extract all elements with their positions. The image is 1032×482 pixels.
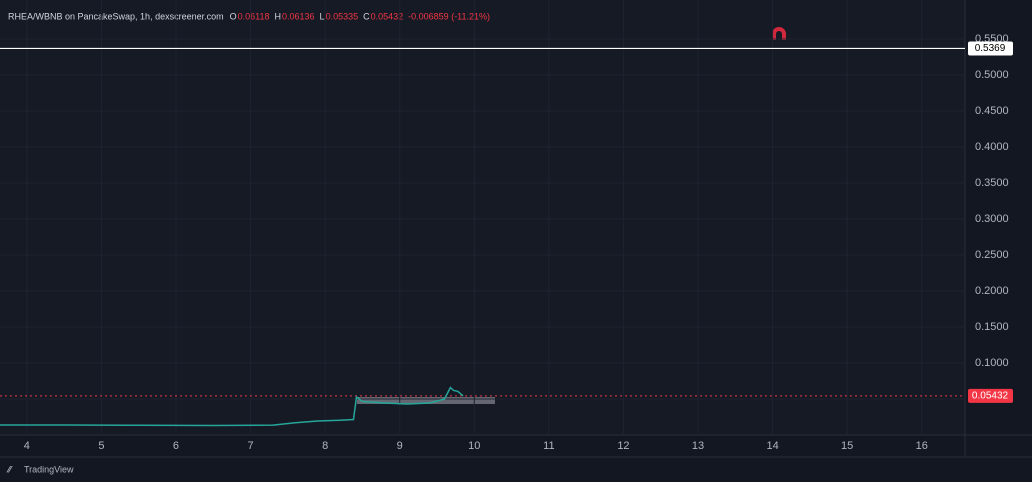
- x-tick-label: 8: [322, 440, 328, 452]
- y-tick-label: 0.3000: [975, 213, 1009, 225]
- logo-mark: ⁄⁄: [6, 464, 14, 474]
- y-tick-label: 0.4500: [975, 105, 1009, 117]
- change: -0.006859 (-11.21%): [408, 11, 490, 21]
- y-tick-label: 0.2500: [975, 249, 1009, 261]
- price-line-series: [0, 386, 464, 427]
- x-tick-label: 9: [397, 440, 403, 452]
- plot: [0, 0, 965, 435]
- ohlc-value: 0.06136: [282, 11, 315, 21]
- ohlc-value: 0.05432: [371, 11, 404, 21]
- magnet-icon: [772, 27, 786, 40]
- ohlc-label: L: [320, 11, 325, 21]
- ohlc-value: 0.06118: [238, 11, 270, 21]
- plot-area: [0, 0, 965, 435]
- y-tick-label: 0.4000: [975, 141, 1009, 153]
- y-tick-label: 0.1500: [975, 321, 1009, 333]
- y-tick-label: 0.5000: [975, 69, 1009, 81]
- price-tag: [968, 41, 1013, 56]
- price-tag-label: 0.05432: [972, 391, 1009, 402]
- title: RHEA/WBNB on PancakeSwap, 1h, dexscreene…: [8, 11, 224, 21]
- ohlc-label: H: [275, 11, 282, 21]
- x-tick-label: 13: [692, 440, 704, 452]
- y-tick-label: 0.2000: [975, 285, 1009, 297]
- x-tick-label: 15: [841, 440, 853, 452]
- ohlc-label: O: [230, 11, 237, 21]
- footer-logo: TradingView: [24, 464, 74, 474]
- y-tick-label: 0.3500: [975, 177, 1009, 189]
- x-tick-label: 11: [543, 440, 554, 452]
- price-tag-label: 0.5369: [975, 43, 1006, 54]
- x-tick-label: 14: [766, 440, 778, 452]
- header: RHEA/WBNB on PancakeSwap, 1h, dexscreene…: [8, 11, 490, 21]
- ohlc-value: 0.05335: [326, 11, 359, 21]
- x-tick-label: 7: [248, 440, 254, 452]
- price-tag: [968, 388, 1013, 403]
- x-tick-label: 5: [98, 440, 104, 452]
- x-tick-label: 6: [173, 440, 179, 452]
- x-tick-label: 12: [617, 440, 629, 452]
- x-tick-label: 16: [916, 440, 928, 452]
- ohlc-label: C: [363, 11, 370, 21]
- x-tick-label: 4: [24, 440, 30, 452]
- y-tick-label: 0.1000: [975, 357, 1009, 369]
- x-tick-label: 10: [468, 440, 480, 452]
- range-overlay: [357, 397, 495, 404]
